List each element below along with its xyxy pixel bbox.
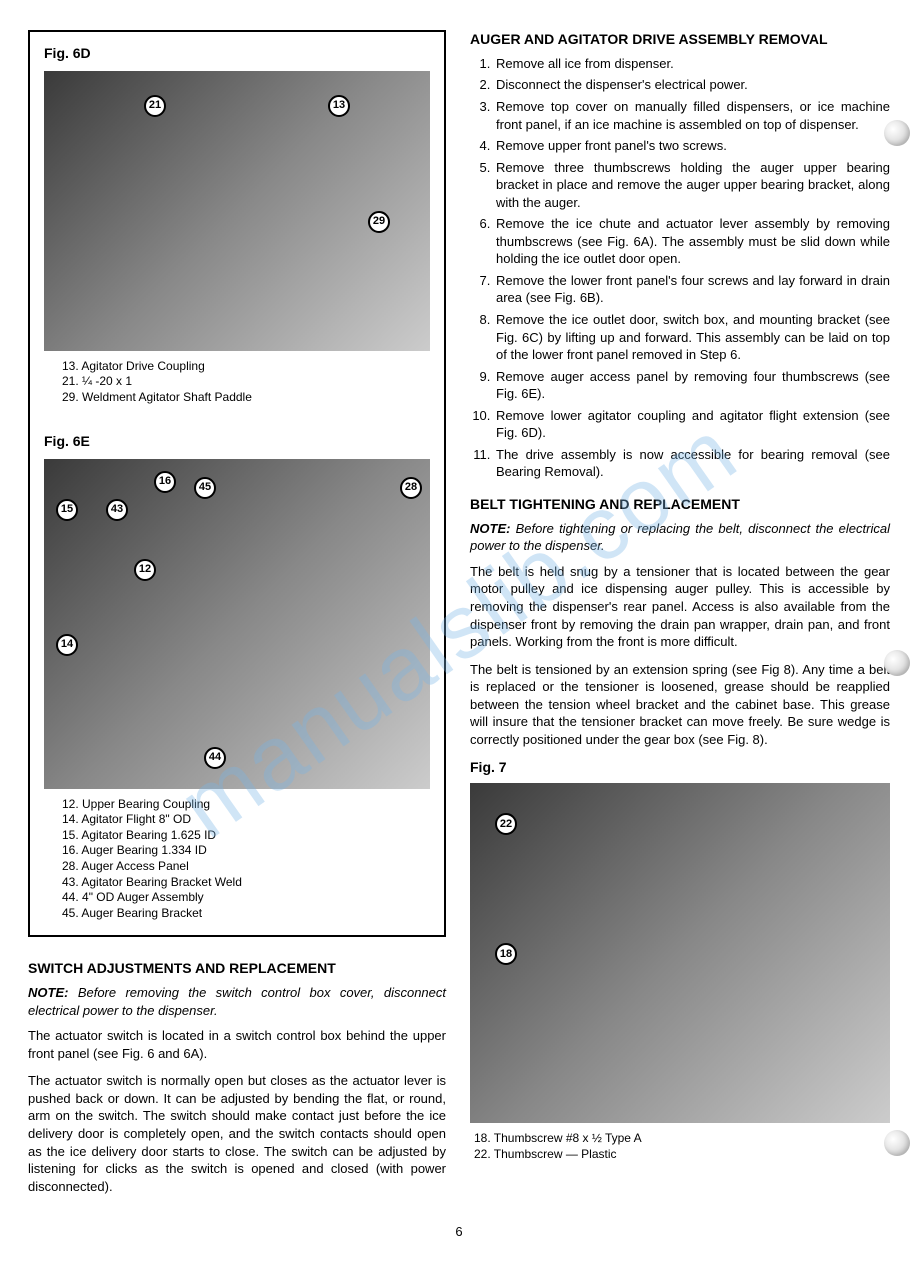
part-item: 21. ¼ -20 x 1 [62,374,430,390]
callout-marker: 12 [134,559,156,581]
part-item: 12. Upper Bearing Coupling [62,797,430,813]
callout-marker: 44 [204,747,226,769]
part-item: 14. Agitator Flight 8" OD [62,812,430,828]
part-item: 28. Auger Access Panel [62,859,430,875]
part-item: 18. Thumbscrew #8 x ½ Type A [474,1131,890,1147]
parts-list: 12. Upper Bearing Coupling 14. Agitator … [44,797,430,922]
section-heading: BELT TIGHTENING AND REPLACEMENT [470,495,890,514]
body-paragraph: The belt is tensioned by an extension sp… [470,661,890,749]
parts-list: 18. Thumbscrew #8 x ½ Type A 22. Thumbsc… [470,1131,890,1162]
figure-label: Fig. 6D [44,44,430,63]
body-paragraph: The belt is held snug by a tensioner tha… [470,563,890,651]
note-text: NOTE: Before removing the switch control… [28,984,446,1019]
note-body: Before removing the switch control box c… [28,985,446,1018]
parts-list: 13. Agitator Drive Coupling 21. ¼ -20 x … [44,359,430,406]
step-item: Remove upper front panel's two screws. [494,137,890,155]
part-item: 22. Thumbscrew — Plastic [474,1147,890,1163]
step-item: Remove the ice chute and actuator lever … [494,215,890,268]
callout-marker: 22 [495,813,517,835]
callout-marker: 14 [56,634,78,656]
callout-marker: 21 [144,95,166,117]
callout-marker: 15 [56,499,78,521]
callout-marker: 29 [368,211,390,233]
note-label: NOTE: [28,985,68,1000]
section-heading: AUGER AND AGITATOR DRIVE ASSEMBLY REMOVA… [470,30,890,49]
step-item: Remove lower agitator coupling and agita… [494,407,890,442]
steps-list: Remove all ice from dispenser. Disconnec… [470,55,890,481]
callout-marker: 28 [400,477,422,499]
page-content: Fig. 6D 21 13 29 13. Agitator Drive Coup… [28,30,890,1205]
step-item: Remove the ice outlet door, switch box, … [494,311,890,364]
callout-marker: 43 [106,499,128,521]
figure-label: Fig. 6E [44,432,430,451]
callout-marker: 45 [194,477,216,499]
figure-7-image: 22 18 [470,783,890,1123]
step-item: The drive assembly is now accessible for… [494,446,890,481]
step-item: Remove three thumbscrews holding the aug… [494,159,890,212]
part-item: 15. Agitator Bearing 1.625 ID [62,828,430,844]
step-item: Remove top cover on manually filled disp… [494,98,890,133]
callout-marker: 13 [328,95,350,117]
binder-ring-icon [884,1130,910,1156]
step-item: Remove the lower front panel's four scre… [494,272,890,307]
body-paragraph: The actuator switch is normally open but… [28,1072,446,1195]
part-item: 45. Auger Bearing Bracket [62,906,430,922]
step-item: Remove all ice from dispenser. [494,55,890,73]
step-item: Disconnect the dispenser's electrical po… [494,76,890,94]
part-item: 43. Agitator Bearing Bracket Weld [62,875,430,891]
figure-label: Fig. 7 [470,758,890,777]
body-paragraph: The actuator switch is located in a swit… [28,1027,446,1062]
callout-marker: 16 [154,471,176,493]
figure-6e-image: 15 43 16 45 28 12 14 44 [44,459,430,789]
note-label: NOTE: [470,521,510,536]
page-number: 6 [28,1223,890,1241]
left-column: Fig. 6D 21 13 29 13. Agitator Drive Coup… [28,30,446,1205]
step-item: Remove auger access panel by removing fo… [494,368,890,403]
figure-6d-image: 21 13 29 [44,71,430,351]
part-item: 44. 4" OD Auger Assembly [62,890,430,906]
note-body: Before tightening or replacing the belt,… [470,521,890,554]
callout-marker: 18 [495,943,517,965]
part-item: 16. Auger Bearing 1.334 ID [62,843,430,859]
part-item: 13. Agitator Drive Coupling [62,359,430,375]
binder-ring-icon [884,650,910,676]
right-column: AUGER AND AGITATOR DRIVE ASSEMBLY REMOVA… [470,30,890,1205]
note-text: NOTE: Before tightening or replacing the… [470,520,890,555]
part-item: 29. Weldment Agitator Shaft Paddle [62,390,430,406]
figure-box: Fig. 6D 21 13 29 13. Agitator Drive Coup… [28,30,446,937]
binder-ring-icon [884,120,910,146]
section-heading: SWITCH ADJUSTMENTS AND REPLACEMENT [28,959,446,978]
